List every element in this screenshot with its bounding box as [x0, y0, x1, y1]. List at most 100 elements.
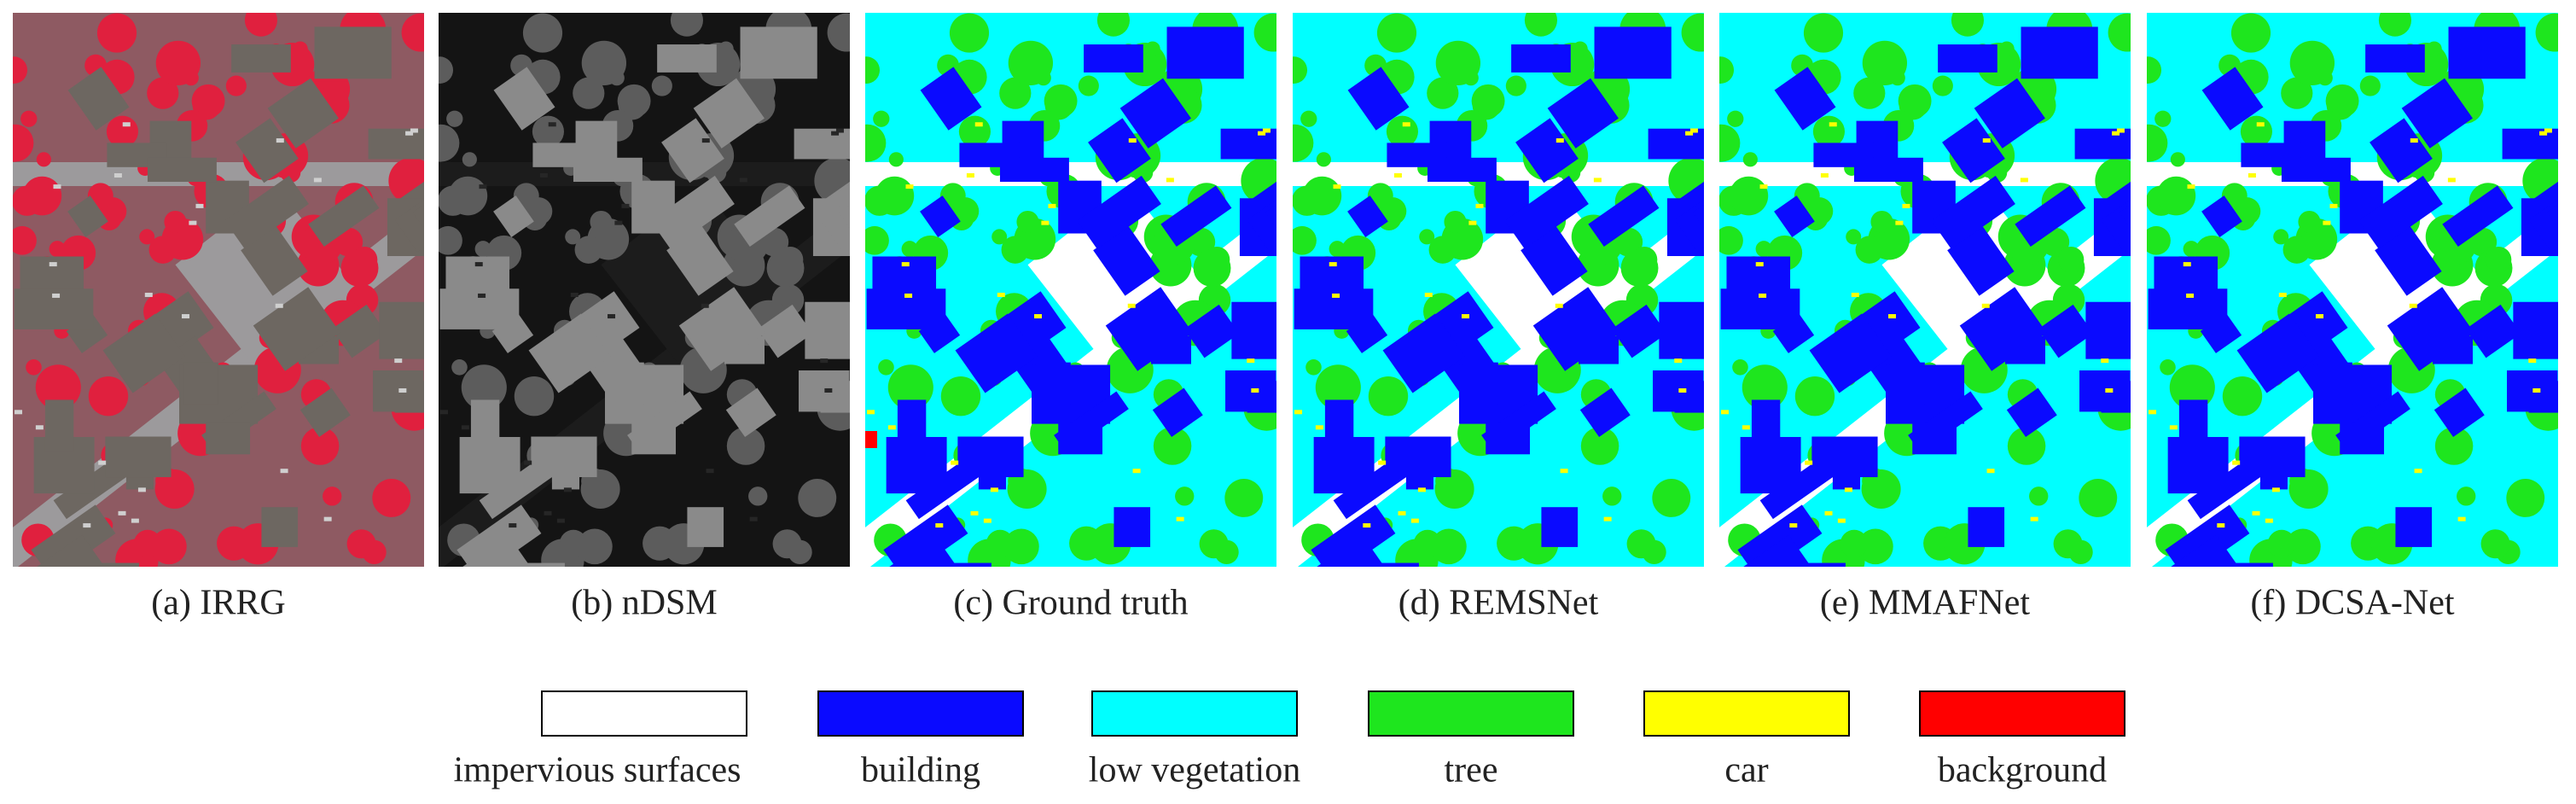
panel-caption: (c) Ground truth — [953, 584, 1188, 623]
tree — [2325, 84, 2359, 118]
tree — [1602, 486, 1622, 506]
tree — [2079, 479, 2118, 517]
car — [2410, 138, 2418, 143]
car — [544, 510, 552, 516]
tree — [651, 75, 672, 96]
tree — [2160, 359, 2176, 376]
building — [1225, 370, 1276, 412]
building — [1532, 287, 1620, 371]
tree — [1302, 176, 1342, 216]
tree — [1419, 229, 1435, 245]
building — [224, 175, 309, 249]
car — [2271, 487, 2280, 492]
building — [678, 287, 766, 371]
tree — [2183, 241, 2200, 258]
tree — [580, 469, 620, 509]
building — [531, 436, 597, 478]
building — [2528, 184, 2558, 253]
car — [15, 410, 23, 415]
building — [1462, 362, 1498, 405]
car — [1041, 220, 1050, 225]
legend-label: impervious surfaces — [453, 751, 741, 790]
car — [614, 220, 623, 225]
building — [1324, 399, 1354, 452]
car — [831, 131, 840, 136]
tree — [1794, 376, 1835, 417]
building — [102, 313, 185, 393]
building — [2465, 304, 2521, 358]
car — [1678, 387, 1687, 393]
tree — [88, 376, 129, 417]
car — [905, 184, 914, 189]
building — [2370, 118, 2433, 184]
car — [548, 122, 556, 127]
building — [1889, 362, 1925, 405]
tree — [718, 41, 734, 57]
building — [2395, 507, 2433, 547]
panel-image — [1293, 13, 1704, 567]
building — [1938, 44, 1997, 73]
tree — [139, 229, 155, 245]
legend-swatch — [1919, 690, 2125, 737]
tree — [865, 56, 881, 84]
building — [1774, 195, 1815, 238]
building — [2178, 399, 2208, 452]
building — [2281, 157, 2351, 183]
panel-image — [13, 13, 424, 567]
building — [1114, 507, 1151, 547]
building — [2507, 370, 2558, 412]
building — [1093, 225, 1160, 296]
tree — [1153, 427, 1192, 465]
car — [563, 487, 572, 492]
tree — [670, 13, 704, 37]
car — [901, 262, 910, 267]
car — [1398, 510, 1406, 516]
car — [2532, 387, 2541, 393]
building — [2021, 26, 2098, 79]
tree — [1435, 40, 1481, 86]
car — [2217, 523, 2225, 528]
building — [1659, 301, 1704, 359]
car — [701, 138, 710, 143]
building — [1305, 534, 1393, 567]
car — [2544, 128, 2552, 133]
building — [206, 422, 251, 455]
tree — [2169, 364, 2215, 411]
tree — [1368, 376, 1409, 417]
car — [935, 523, 944, 528]
building — [1594, 26, 1672, 79]
building — [2101, 184, 2131, 253]
car — [1378, 460, 1387, 465]
building — [1077, 175, 1161, 249]
building — [799, 370, 850, 412]
tree — [1855, 236, 1884, 264]
car — [2316, 314, 2324, 319]
tree — [1631, 247, 1658, 273]
tree — [1812, 115, 1845, 148]
car — [966, 172, 974, 178]
car — [701, 303, 709, 308]
car — [1593, 178, 1602, 183]
building — [657, 44, 717, 73]
tree — [1727, 110, 1744, 127]
building — [1382, 313, 1465, 393]
building — [1347, 67, 1410, 131]
building — [2387, 287, 2474, 371]
building — [2448, 26, 2526, 79]
car — [280, 469, 288, 474]
car — [867, 410, 875, 415]
building — [2239, 436, 2306, 478]
car — [1251, 387, 1259, 393]
tree — [2108, 13, 2131, 52]
building — [1751, 399, 1781, 452]
car — [1363, 523, 1371, 528]
tree — [2288, 469, 2329, 509]
car — [1829, 122, 1837, 127]
building — [2401, 78, 2473, 149]
tree — [49, 241, 66, 258]
car — [1315, 425, 1323, 430]
car — [2187, 184, 2195, 189]
tree — [726, 427, 765, 465]
building — [2513, 301, 2558, 359]
car — [35, 425, 44, 430]
